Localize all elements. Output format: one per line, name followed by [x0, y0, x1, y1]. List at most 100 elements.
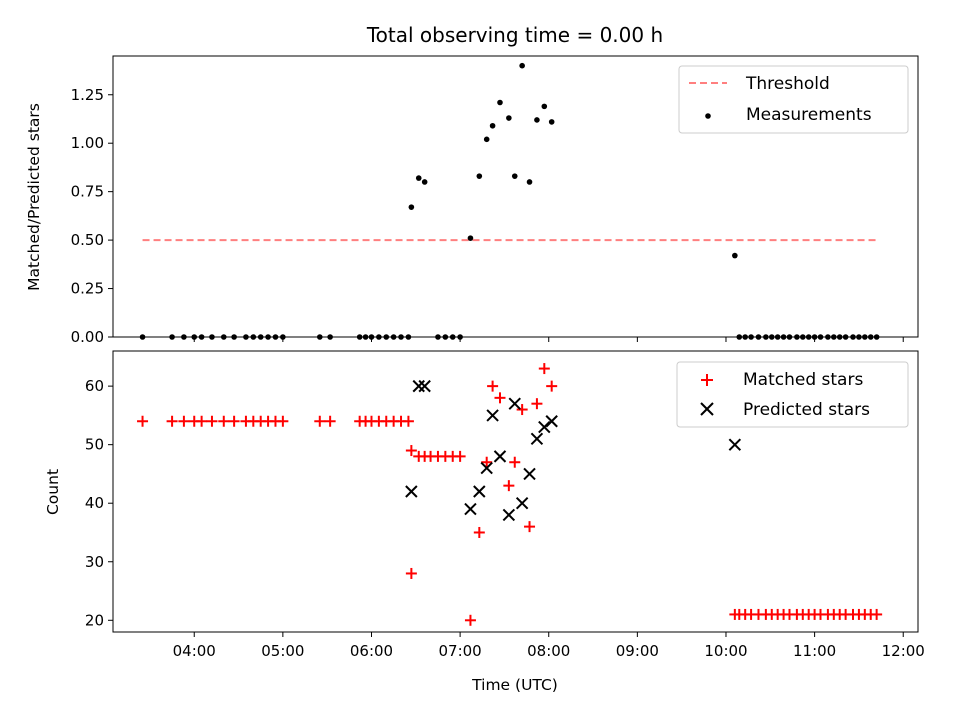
measurement-point	[489, 122, 496, 129]
top-y-tick-label: 1.25	[71, 86, 104, 104]
bottom-plot-area: 20 30 40 50 60 04:00 05:00 06:00 07:00 08:00 09:00…	[85, 350, 925, 660]
predicted-star-point	[464, 502, 477, 516]
measurement-point	[768, 334, 775, 340]
measurement-point	[786, 334, 793, 340]
measurement-point	[483, 136, 490, 143]
measurement-point	[356, 334, 363, 340]
bottom-legend-frame	[676, 361, 909, 428]
measurement-point	[799, 334, 806, 340]
top-chart-title: Total observing time = 0.00 h	[366, 23, 663, 47]
measurement-point	[362, 334, 369, 340]
x-tick-label: 11:00	[793, 642, 836, 660]
measurement-point	[519, 62, 525, 69]
matched-star-point	[871, 608, 883, 620]
bottom-legend-label-predicted: Predicted stars	[743, 400, 870, 420]
measurement-point	[449, 334, 456, 340]
measurement-point	[250, 334, 257, 340]
matched-star-point	[464, 614, 476, 626]
measurement-point	[873, 334, 880, 340]
top-legend-label-measurements: Measurements	[746, 105, 872, 125]
measurement-point	[405, 334, 412, 340]
measurement-point	[198, 334, 205, 340]
bottom-panel: 20 30 40 50 60 04:00 05:00 06:00 07:00 08:00 09:00…	[44, 350, 925, 694]
bottom-y-tick-label: 40	[85, 494, 104, 512]
predicted-star-point	[405, 485, 418, 498]
measurement-point	[191, 334, 198, 340]
predicted-star-point	[502, 508, 516, 522]
measurement-point	[421, 179, 428, 185]
x-tick-label: 12:00	[882, 642, 925, 660]
measurement-point	[390, 334, 397, 340]
measurement-point	[265, 334, 271, 340]
top-y-tick-label: 0.00	[71, 328, 104, 346]
bottom-y-tick-label: 50	[85, 436, 104, 454]
matched-star-point	[405, 445, 417, 457]
x-axis-label: Time (UTC)	[471, 676, 558, 694]
top-y-tick-label: 0.75	[71, 183, 104, 201]
x-tick-label: 10:00	[704, 642, 747, 660]
matched-legend-swatch	[701, 374, 713, 386]
measurement-point	[220, 334, 227, 340]
matched-star-point	[324, 415, 336, 427]
measurement-point	[805, 334, 812, 340]
top-y-tick-label: 1.00	[71, 134, 104, 152]
predicted-star-point	[418, 379, 431, 393]
measurements-legend-swatch	[705, 113, 711, 119]
matched-star-point	[166, 415, 178, 427]
bottom-axes-frame	[112, 350, 919, 633]
matched-star-point	[503, 480, 515, 492]
matched-star-point	[454, 450, 466, 462]
top-plot-area: 0.00 0.25 0.50 0.75 1.00 1.25	[71, 55, 919, 346]
measurement-point	[383, 334, 390, 340]
predicted-star-point	[515, 497, 529, 510]
measurement-point	[794, 334, 800, 340]
measurement-point	[862, 334, 868, 340]
matched-star-point	[314, 415, 326, 427]
top-legend: Threshold Measurements	[678, 65, 909, 134]
measurement-point	[280, 334, 286, 340]
measurement-point	[457, 334, 463, 340]
bottom-legend: Matched stars Predicted stars	[676, 361, 909, 428]
measurement-point	[850, 334, 856, 340]
measurement-point	[243, 334, 249, 340]
measurement-point	[209, 334, 215, 340]
matched-star-point	[487, 380, 499, 392]
measurement-point	[316, 334, 323, 340]
measurement-point	[272, 334, 279, 340]
measurement-point	[511, 173, 518, 179]
measurement-point	[476, 173, 483, 179]
measurement-point	[842, 334, 849, 340]
bottom-y-tick-label: 30	[85, 553, 104, 571]
measurement-point	[231, 334, 237, 340]
matched-star-point	[402, 415, 414, 427]
bottom-legend-label-matched: Matched stars	[743, 370, 863, 390]
measurement-point	[811, 334, 818, 340]
matched-star-point	[196, 415, 208, 427]
matched-star-point	[405, 567, 417, 579]
matched-star-point	[538, 363, 550, 375]
measurement-point	[856, 334, 862, 340]
top-axes-frame	[112, 55, 919, 338]
measurement-point	[467, 235, 474, 241]
measurement-point	[435, 334, 441, 340]
predicted-star-point	[412, 379, 425, 393]
matched-star-point	[494, 392, 506, 404]
measurement-point	[742, 334, 748, 340]
top-y-axis-label: Matched/Predicted stars	[25, 103, 43, 291]
measurement-point	[368, 334, 375, 340]
x-tick-label: 06:00	[350, 642, 393, 660]
bottom-y-tick-label: 60	[85, 377, 104, 395]
measurement-point	[825, 334, 831, 340]
predicted-star-point	[530, 432, 544, 446]
predicted-legend-swatch	[700, 402, 714, 416]
matched-star-point	[524, 521, 536, 533]
bottom-y-axis-label: Count	[44, 469, 62, 515]
x-tick-label: 05:00	[261, 642, 304, 660]
predicted-star-point	[523, 467, 536, 481]
measurement-point	[755, 334, 762, 340]
measurement-point	[774, 334, 781, 340]
measurement-point	[398, 334, 404, 340]
matched-star-point	[178, 415, 190, 427]
predicted-star-point	[508, 397, 521, 410]
